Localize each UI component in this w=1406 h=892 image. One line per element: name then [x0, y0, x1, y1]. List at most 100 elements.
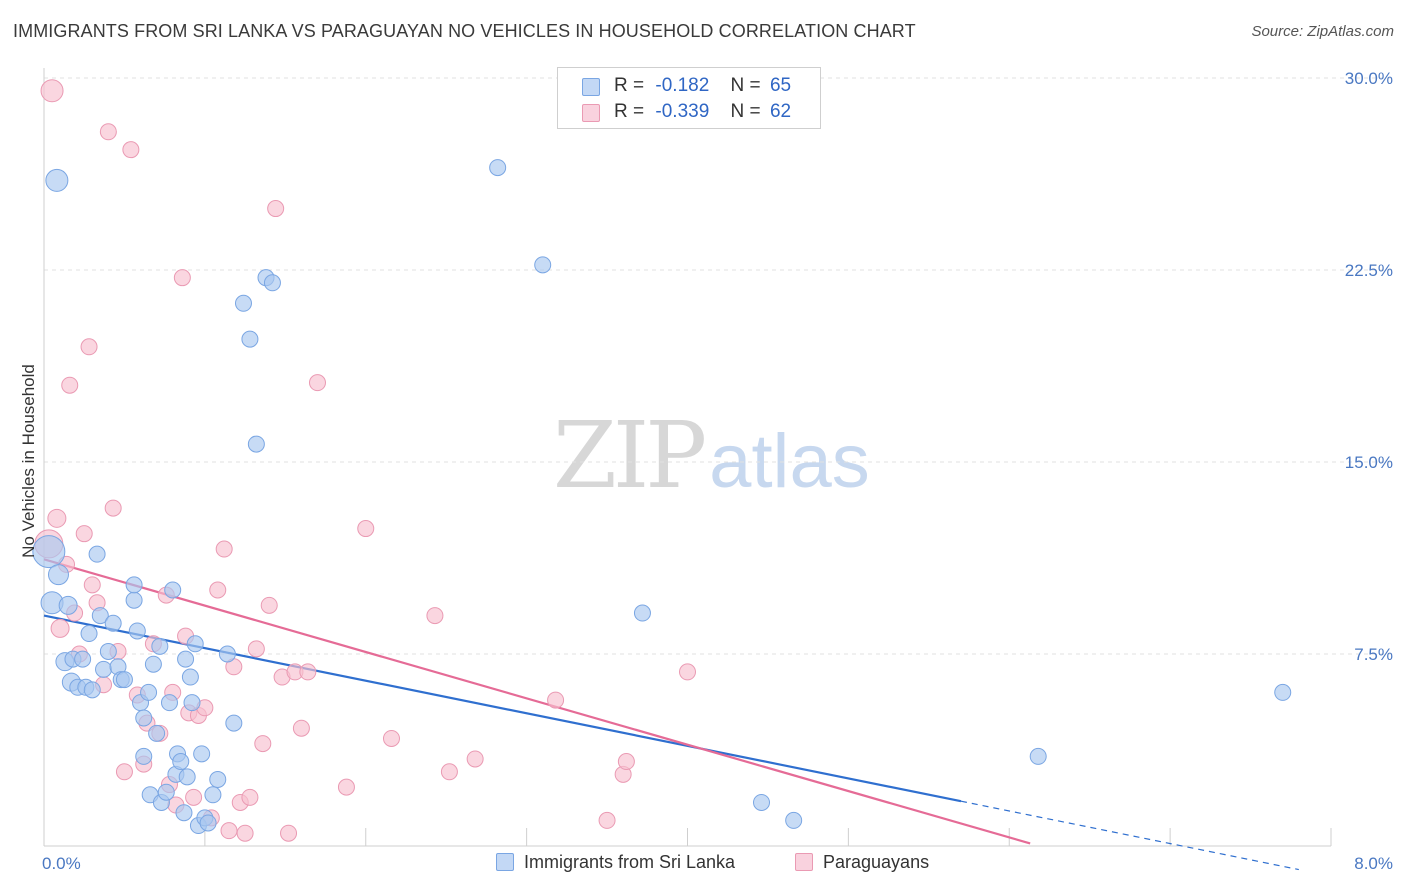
point-paraguayans	[40, 79, 64, 103]
point-paraguayans	[337, 778, 355, 796]
point-paraguayans	[280, 824, 298, 842]
legend-swatch-paraguayans	[582, 104, 600, 122]
point-paraguayans	[209, 581, 227, 599]
point-sri-lanka	[172, 753, 190, 771]
trend-line-paraguayans	[43, 558, 1031, 845]
point-sri-lanka	[115, 671, 133, 689]
point-sri-lanka	[83, 681, 101, 699]
point-paraguayans	[80, 338, 98, 356]
point-paraguayans	[99, 123, 117, 141]
watermark-zip: ZIP	[553, 402, 707, 509]
point-paraguayans	[617, 753, 635, 771]
point-sri-lanka	[74, 650, 92, 668]
legend-r-label: R =	[614, 101, 645, 122]
point-sri-lanka	[1029, 747, 1047, 765]
point-sri-lanka	[234, 294, 252, 312]
point-paraguayans	[308, 374, 326, 392]
point-paraguayans	[292, 719, 310, 737]
legend-n-label: N =	[730, 75, 761, 96]
bottom-legend-paraguayans: Paraguayans	[795, 852, 929, 873]
point-sri-lanka	[164, 581, 182, 599]
point-paraguayans	[220, 822, 238, 840]
point-paraguayans	[440, 763, 458, 781]
point-sri-lanka	[144, 655, 162, 673]
legend-r-label: R =	[614, 75, 645, 96]
point-sri-lanka	[80, 625, 98, 643]
point-paraguayans	[75, 525, 93, 543]
point-paraguayans	[241, 788, 259, 806]
point-sri-lanka	[99, 642, 117, 660]
point-sri-lanka	[193, 745, 211, 763]
legend-r-value: -0.182	[655, 75, 710, 96]
point-sri-lanka	[178, 768, 196, 786]
chart-source: Source: ZipAtlas.com	[1251, 23, 1394, 40]
chart-title: IMMIGRANTS FROM SRI LANKA VS PARAGUAYAN …	[13, 21, 916, 41]
point-sri-lanka	[753, 793, 771, 811]
point-sri-lanka	[104, 614, 122, 632]
legend-n-value: 65	[769, 75, 792, 96]
y-tick-label: 7.5%	[1354, 645, 1393, 664]
point-paraguayans	[236, 824, 254, 842]
point-paraguayans	[547, 691, 565, 709]
point-sri-lanka	[157, 783, 175, 801]
point-sri-lanka	[58, 595, 78, 615]
point-paraguayans	[466, 750, 484, 768]
point-paraguayans	[679, 663, 696, 681]
point-sri-lanka	[186, 635, 204, 653]
point-sri-lanka	[181, 668, 199, 686]
point-paraguayans	[61, 376, 79, 394]
axis-labels: 7.5% 15.0% 22.5% 30.0% 0.0% 8.0% No Vehicles i…	[19, 69, 1393, 873]
point-sri-lanka	[140, 683, 158, 701]
point-sri-lanka	[47, 564, 69, 586]
y-axis-label: No Vehicles in Household	[19, 364, 38, 558]
point-paraguayans	[260, 596, 278, 614]
point-sri-lanka	[199, 814, 217, 832]
point-sri-lanka	[135, 709, 153, 727]
point-paraguayans	[47, 508, 67, 528]
point-paraguayans	[115, 763, 133, 781]
point-paraguayans	[185, 788, 203, 806]
point-sri-lanka	[160, 694, 178, 712]
watermark: ZIPatlas	[553, 402, 870, 509]
point-sri-lanka	[209, 770, 227, 788]
point-sri-lanka	[151, 637, 169, 655]
trend-line-sri-lanka-extrapolated	[960, 800, 1299, 871]
legend-text-paraguayans: R = -0.339 N = 62	[614, 101, 791, 123]
point-sri-lanka	[785, 811, 803, 829]
point-sri-lanka	[175, 804, 193, 822]
point-sri-lanka	[88, 545, 106, 563]
point-sri-lanka	[534, 256, 552, 274]
point-paraguayans	[215, 540, 233, 558]
bottom-legend-swatch-sri-lanka	[496, 853, 514, 871]
correlation-legend: R = -0.182 N = 65 R = -0.339 N = 62	[557, 67, 821, 129]
point-paraguayans	[247, 640, 265, 658]
point-sri-lanka	[247, 435, 265, 453]
point-paraguayans	[382, 729, 400, 747]
point-sri-lanka	[489, 159, 507, 177]
point-paraguayans	[299, 663, 317, 681]
point-sri-lanka	[45, 168, 69, 192]
point-paraguayans	[598, 811, 616, 829]
legend-text-sri-lanka: R = -0.182 N = 65	[614, 75, 791, 97]
point-paraguayans	[267, 200, 285, 218]
point-sri-lanka	[125, 591, 143, 609]
point-sri-lanka	[148, 724, 166, 742]
point-sri-lanka	[128, 622, 146, 640]
point-sri-lanka	[241, 330, 259, 348]
point-sri-lanka	[1274, 683, 1292, 701]
point-sri-lanka	[177, 650, 195, 668]
point-paraguayans	[357, 520, 375, 538]
bottom-legend-label-sri-lanka: Immigrants from Sri Lanka	[524, 852, 736, 872]
point-paraguayans	[173, 269, 191, 287]
point-sri-lanka	[225, 714, 243, 732]
point-paraguayans	[254, 735, 272, 753]
bottom-legend-sri-lanka: Immigrants from Sri Lanka	[496, 852, 735, 873]
legend-swatch-sri-lanka	[582, 78, 600, 96]
point-paraguayans	[426, 607, 444, 625]
y-tick-label: 22.5%	[1345, 261, 1393, 280]
bottom-legend-swatch-paraguayans	[795, 853, 813, 871]
point-paraguayans	[122, 141, 140, 159]
legend-n-value: 62	[769, 101, 792, 122]
data-points	[32, 79, 1292, 842]
point-paraguayans	[104, 499, 122, 517]
